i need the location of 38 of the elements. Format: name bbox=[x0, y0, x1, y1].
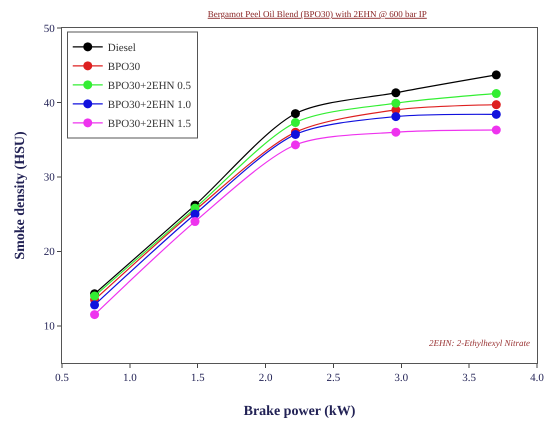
x-tick-label: 1.5 bbox=[190, 372, 206, 384]
point bbox=[90, 310, 100, 320]
point bbox=[290, 140, 300, 150]
point bbox=[290, 109, 300, 118]
y-tick-label: 20 bbox=[44, 246, 56, 258]
x-tick-label: 2.5 bbox=[326, 372, 341, 384]
y-tick-label: 50 bbox=[44, 22, 56, 35]
point bbox=[492, 100, 501, 110]
y-tick-label: 30 bbox=[44, 172, 56, 184]
point bbox=[391, 88, 400, 98]
point bbox=[90, 292, 100, 300]
point bbox=[391, 112, 400, 122]
point bbox=[391, 128, 400, 137]
y-tick-label: 40 bbox=[44, 97, 56, 110]
x-tick-label: 4.0 bbox=[530, 372, 544, 384]
point bbox=[290, 118, 300, 128]
point bbox=[492, 70, 501, 80]
legend-label: BPO30 bbox=[108, 61, 141, 74]
point bbox=[90, 300, 100, 310]
point bbox=[492, 89, 501, 98]
point bbox=[391, 98, 400, 108]
y-axis-title: Smoke density (HSU) bbox=[13, 130, 28, 260]
x-tick-label: 2.0 bbox=[258, 372, 273, 384]
y-tick-label: 10 bbox=[44, 320, 56, 333]
point bbox=[492, 110, 501, 119]
legend-label: Diesel bbox=[108, 42, 136, 54]
legend-label: BPO30+2EHN 0.5 bbox=[108, 80, 192, 92]
chart-title: Bergamot Peel Oil Blend (BPO30) with 2EHN @ 600 bar IP bbox=[208, 8, 427, 19]
point bbox=[190, 217, 200, 226]
point bbox=[492, 125, 501, 134]
annotation: 2EHN: 2-Ethylhexyl Nitrate bbox=[429, 338, 530, 348]
legend-label: BPO30+2EHN 1.5 bbox=[108, 118, 192, 130]
legend-label: BPO30+2EHN 1.0 bbox=[108, 99, 192, 112]
x-axis-title: Brake power (kW) bbox=[244, 404, 356, 419]
x-tick-label: 3.5 bbox=[462, 372, 477, 384]
x-tick-label: 3.0 bbox=[394, 372, 409, 384]
x-tick-label: 0.5 bbox=[55, 372, 70, 384]
x-tick-label: 1.0 bbox=[122, 372, 138, 384]
